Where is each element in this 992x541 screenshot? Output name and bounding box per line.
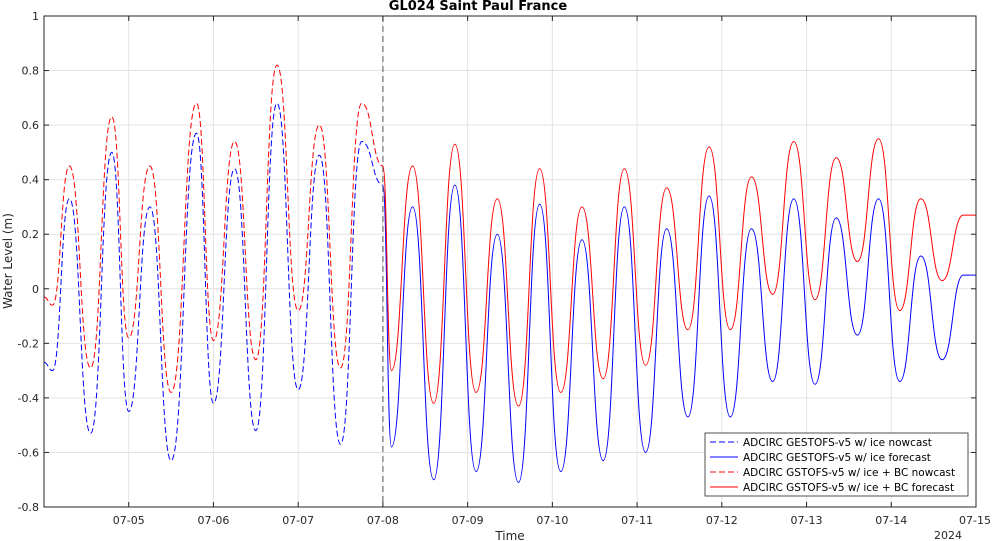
x-tick-label: 07-11 (621, 514, 653, 527)
series-line-1 (43, 102, 384, 462)
x-tick-label: 07-07 (282, 514, 314, 527)
legend: ADCIRC GESTOFS-v5 w/ ice nowcast ADCIRC G… (704, 432, 969, 497)
y-axis-ticks: -0.8 -0.6 -0.4 -0.2 0 0.2 0.4 0.6 0.8 1 (18, 10, 976, 514)
legend-label: ADCIRC GESTOFS-v5 w/ ice forecast (743, 452, 931, 464)
y-tick-label: -0.2 (18, 337, 39, 350)
y-tick-label: 0.8 (22, 65, 40, 78)
chart-title: GL024 Saint Paul France (389, 0, 568, 14)
x-tick-label: 07-10 (536, 514, 568, 527)
y-tick-label: -0.8 (18, 501, 39, 514)
series-group (43, 64, 976, 483)
x-tick-label: 07-05 (113, 514, 145, 527)
x-tick-label: 07-14 (875, 514, 907, 527)
x-tick-label: 07-15 (959, 514, 991, 527)
series-line-4 (382, 138, 976, 407)
legend-label: ADCIRC GSTOFS-v5 w/ ice + BC nowcast (743, 467, 955, 479)
y-tick-label: -0.4 (18, 392, 39, 405)
x-axis-label: Time (494, 529, 524, 541)
y-tick-label: 0.4 (22, 174, 40, 187)
legend-label: ADCIRC GSTOFS-v5 w/ ice + BC forecast (743, 482, 954, 494)
series-line-3 (43, 64, 384, 393)
x-tick-label: 07-12 (706, 514, 738, 527)
legend-label: ADCIRC GESTOFS-v5 w/ ice nowcast (743, 437, 932, 449)
y-tick-label: 0 (32, 283, 39, 296)
y-tick-label: 0.6 (22, 119, 40, 132)
series-line-2 (382, 184, 976, 483)
y-tick-label: 0.2 (22, 228, 40, 241)
x-tick-label: 07-09 (452, 514, 484, 527)
y-tick-label: 1 (32, 10, 39, 23)
x-tick-label: 07-08 (367, 514, 399, 527)
x-axis-ticks: 07-05 07-06 07-07 07-08 07-09 07-10 07-11 07-12… (113, 16, 991, 527)
x-tick-label: 07-06 (197, 514, 229, 527)
y-axis-label: Water Level (m) (1, 213, 15, 309)
y-tick-label: -0.6 (18, 446, 39, 459)
year-label: 2024 (934, 529, 962, 541)
x-tick-label: 07-13 (791, 514, 823, 527)
legend-box (704, 432, 969, 497)
plot-area-frame (43, 15, 977, 508)
